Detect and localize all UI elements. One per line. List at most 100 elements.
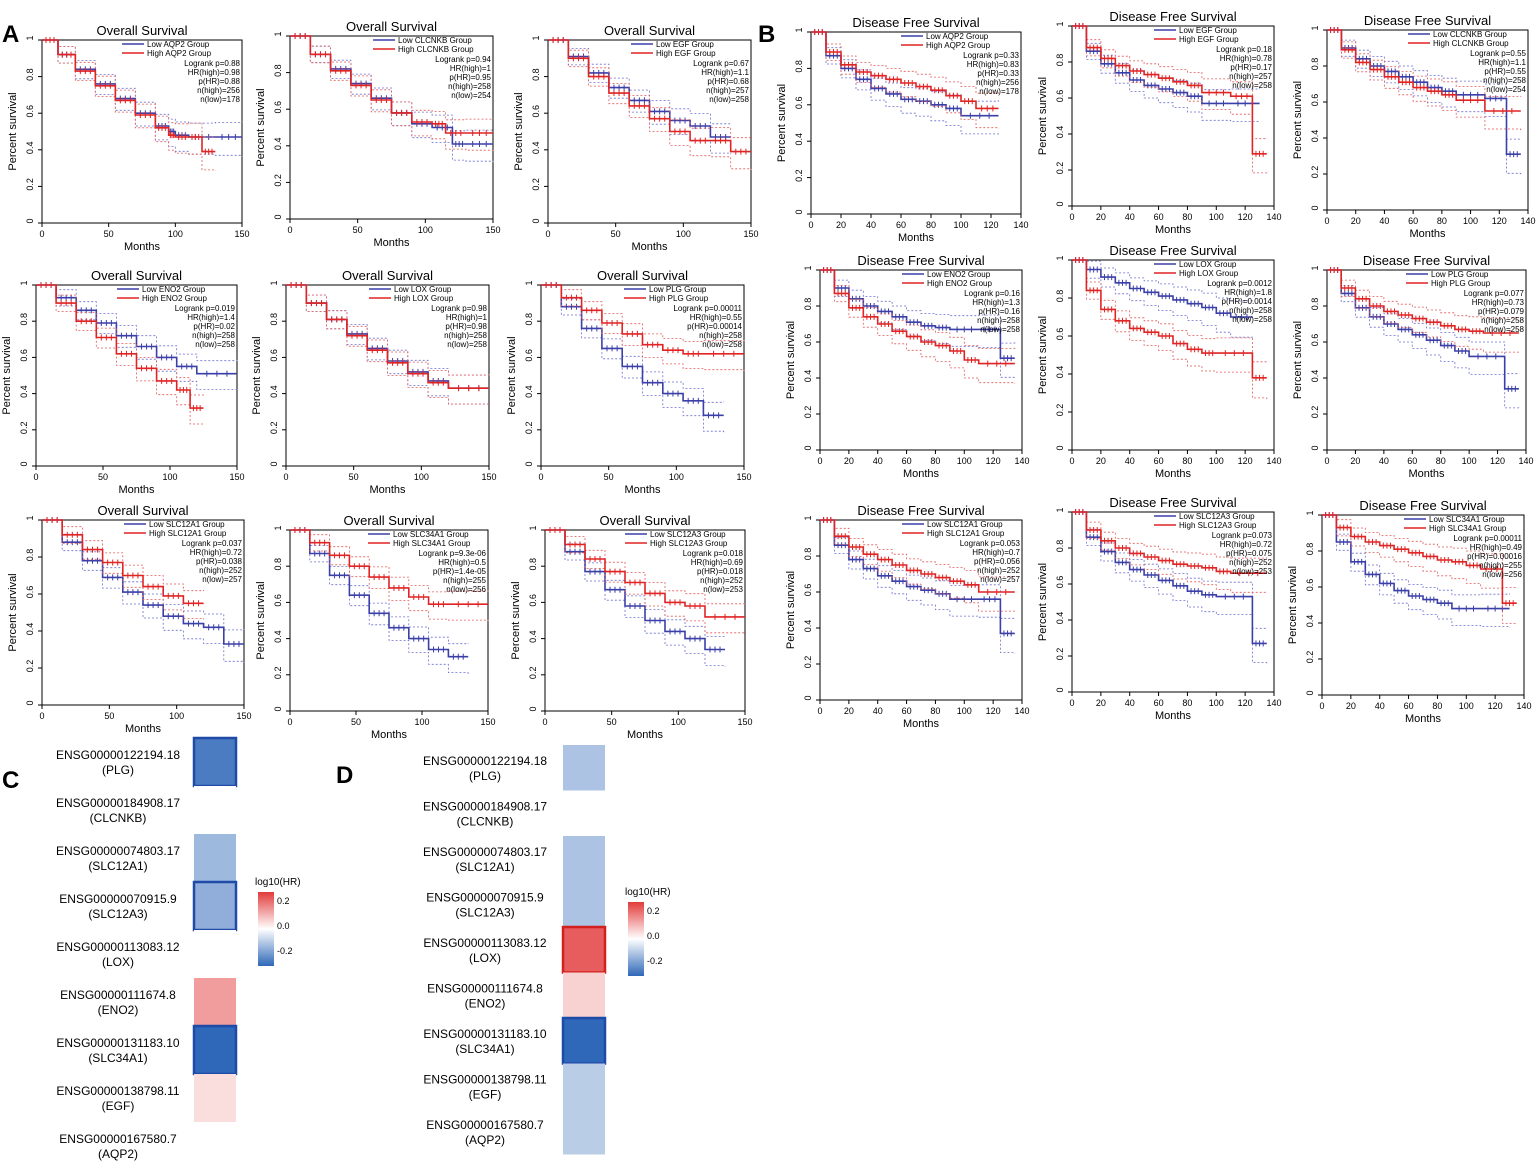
colorbar-tick-label: 0.2 (277, 896, 290, 906)
y-tick-label: 0.4 (1055, 366, 1065, 379)
y-tick-label: 0.4 (794, 133, 804, 146)
ci-lower-low (820, 519, 1016, 654)
y-tick-label: 1 (803, 265, 813, 270)
x-tick-label: 60 (1404, 701, 1414, 711)
x-axis-label: Months (1408, 468, 1445, 480)
x-tick-label: 20 (844, 706, 854, 716)
plot-frame (1071, 259, 1275, 451)
y-tick-label: 0.6 (273, 594, 283, 607)
row-label-id: ENSG00000113083.12 (56, 940, 180, 954)
stat-text: Logrank p=0.077 (1464, 289, 1525, 298)
stat-text: HR(high)=0.5 (438, 558, 486, 567)
legend-label-low: Low EGF Group (656, 40, 714, 49)
colorbar (258, 892, 274, 966)
x-tick-label: 0 (817, 706, 822, 716)
chart-title: Disease Free Survival (1109, 9, 1236, 24)
y-axis-label: Percent survival (506, 336, 518, 414)
x-tick-label: 100 (669, 472, 684, 482)
chart-title: Overall Survival (346, 19, 437, 34)
survival-line-low (1072, 511, 1267, 645)
legend-label-high: High PLG Group (1431, 279, 1491, 288)
heatmap-cell (563, 836, 605, 882)
y-tick-label: 0.4 (25, 623, 35, 636)
x-tick-label: 100 (953, 220, 968, 230)
stat-text: p(HR)=0.02 (193, 322, 235, 331)
legend-label-high: High PLG Group (649, 294, 709, 303)
row-label-id: ENSG00000111674.8 (60, 988, 176, 1002)
row-label-id: ENSG00000074803.17 (423, 845, 547, 859)
x-tick-label: 0 (1324, 456, 1329, 466)
plot-frame (819, 519, 1023, 701)
y-tick-label: 0 (273, 706, 283, 711)
y-tick-label: 0.8 (803, 548, 813, 561)
ci-lower-high (820, 519, 1016, 613)
x-axis-label: Months (1155, 224, 1192, 236)
stat-text: HR(high)=0.7 (972, 548, 1020, 557)
y-tick-label: 0.2 (1055, 648, 1065, 661)
x-tick-label: 50 (104, 229, 114, 239)
x-tick-label: 0 (287, 225, 292, 235)
y-tick-label: 1 (19, 280, 29, 285)
heatmap-cell (194, 834, 236, 882)
y-tick-label: 0 (1055, 445, 1065, 450)
heatmap-cell (563, 1063, 605, 1109)
heatmap-cell (563, 972, 605, 1018)
y-tick-label: 1 (269, 280, 279, 285)
y-tick-label: 0.8 (803, 298, 813, 311)
stat-text: n(low)=258 (1484, 325, 1524, 334)
x-tick-label: 100 (168, 229, 183, 239)
y-tick-label: 0.8 (1305, 543, 1315, 556)
x-tick-label: 140 (1266, 456, 1281, 466)
stat-text: n(low)=257 (980, 575, 1020, 584)
colorbar-title: log10(HR) (255, 877, 301, 888)
x-tick-label: 100 (671, 717, 686, 727)
survival-line-low (1322, 514, 1510, 610)
legend-label-low: Low EGF Group (1179, 26, 1237, 35)
y-tick-label: 0.4 (25, 142, 35, 155)
y-tick-label: 0.2 (1310, 166, 1320, 179)
y-axis-label: Percent survival (785, 571, 797, 649)
stat-text: HR(high)=1 (446, 313, 488, 322)
x-tick-label: 60 (1154, 212, 1164, 222)
heatmap-cell (192, 880, 238, 932)
y-axis-label: Percent survival (1292, 321, 1304, 399)
stat-text: p(HR)=0.68 (707, 77, 749, 86)
stat-text: Logrank p=0.88 (184, 59, 240, 68)
x-tick-label: 0 (287, 717, 292, 727)
y-tick-label: 0.2 (803, 656, 813, 669)
y-tick-label: 0 (1055, 201, 1065, 206)
x-tick-label: 100 (1462, 456, 1477, 466)
y-tick-label: 0.6 (1055, 90, 1065, 103)
y-tick-label: 0.6 (1055, 576, 1065, 589)
x-tick-label: 40 (1125, 212, 1135, 222)
row-label-id: ENSG00000131183.10 (423, 1027, 547, 1041)
stat-text: Logrank p=0.053 (960, 539, 1021, 548)
chart-title: Disease Free Survival (1109, 495, 1236, 510)
stat-text: n(low)=178 (200, 95, 240, 104)
ci-lower-low (1322, 514, 1510, 628)
colorbar-tick-label: 0.0 (647, 931, 660, 941)
ci-lower-high (811, 31, 999, 129)
x-tick-label: 50 (607, 717, 617, 727)
y-tick-label: 0.2 (273, 667, 283, 680)
y-tick-label: 0.4 (19, 385, 29, 398)
x-tick-label: 150 (485, 225, 500, 235)
x-tick-label: 120 (1238, 698, 1253, 708)
stat-text: Logrank p=0.55 (1470, 49, 1526, 58)
x-axis-label: Months (125, 723, 162, 735)
row-label-gene: (AQP2) (98, 1147, 138, 1161)
legend-label-low: Low SLC12A1 Group (927, 520, 1003, 529)
y-tick-label: 0.6 (1055, 328, 1065, 341)
row-label-id: ENSG00000111674.8 (427, 981, 543, 995)
y-tick-label: 0.8 (25, 68, 35, 81)
x-axis-label: Months (1155, 468, 1192, 480)
stat-text: n(low)=258 (1232, 81, 1272, 90)
ci-upper-high (290, 35, 494, 121)
stat-text: p(HR)=0.056 (974, 557, 1021, 566)
x-tick-label: 150 (236, 711, 251, 721)
row-label-gene: (SLC34A1) (455, 1042, 514, 1056)
y-tick-label: 0 (1055, 687, 1065, 692)
stat-text: Logrank p=9.3e-06 (419, 549, 487, 558)
km-plot-a-slc34a1: Overall Survival 0 0.2 0.4 0.6 0.8 1 0 50 100 150 M… (255, 513, 496, 741)
